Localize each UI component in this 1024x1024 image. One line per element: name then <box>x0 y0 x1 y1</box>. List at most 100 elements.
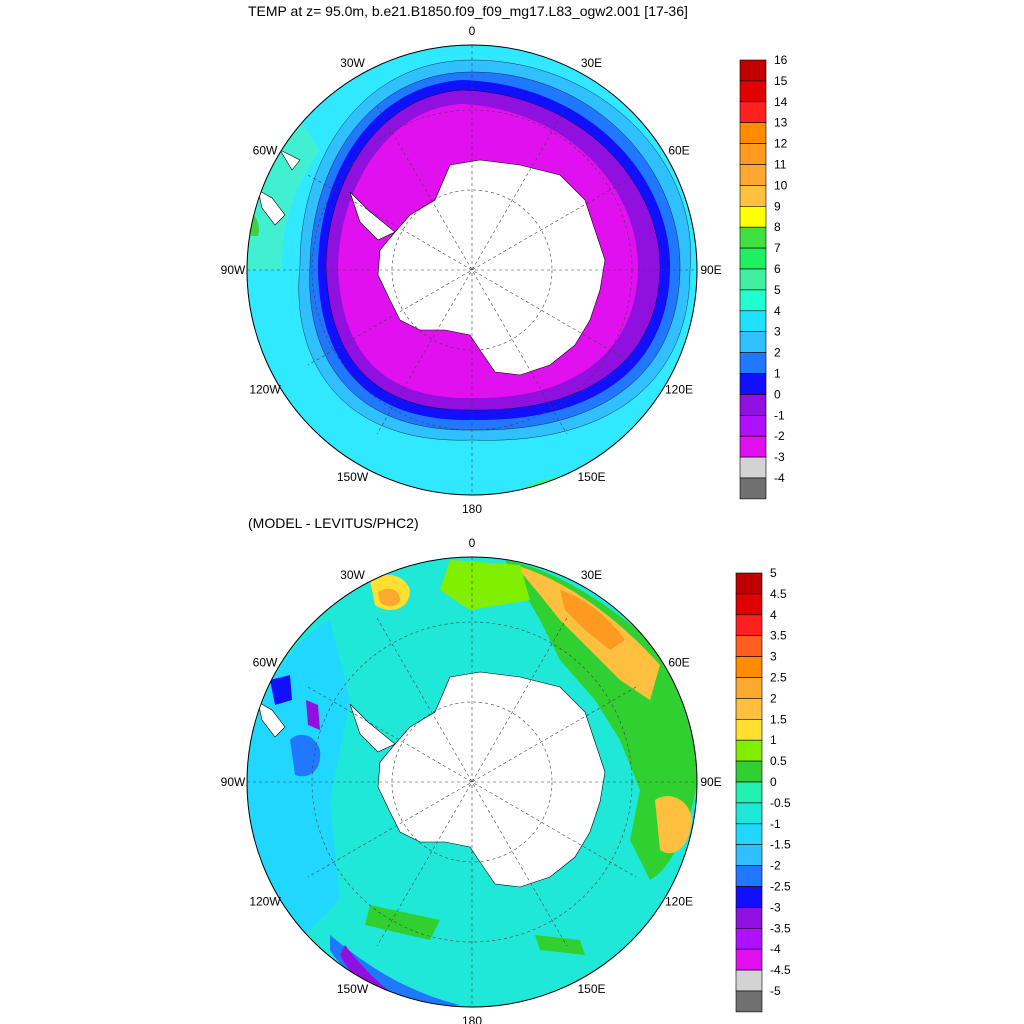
bottom-colorbar-swatch <box>735 823 763 845</box>
top-colorbar-label: -1 <box>774 408 785 422</box>
top-colorbar-label: 0 <box>774 387 781 401</box>
bottom-colorbar-label: 2.5 <box>770 671 787 685</box>
top-colorbar-swatch <box>739 247 767 270</box>
top-lon-label: 150W <box>337 470 369 484</box>
top-colorbar-swatch <box>739 59 767 82</box>
top-colorbar-swatch <box>739 143 767 165</box>
top-panel-title: TEMP at z= 95.0m, b.e21.B1850.f09_f09_mg… <box>248 3 688 19</box>
top-colorbar-swatch <box>739 373 767 395</box>
top-colorbar-label: 14 <box>774 95 788 109</box>
top-colorbar-label: -4 <box>774 471 785 485</box>
bottom-colorbar-swatch <box>735 739 763 762</box>
bottom-lon-label: 120W <box>249 895 281 909</box>
top-colorbar-swatch <box>739 477 767 500</box>
top-colorbar-label: 1 <box>774 367 781 381</box>
bottom-colorbar-label: 0.5 <box>770 754 787 768</box>
top-lon-label: 60E <box>668 144 689 158</box>
top-lon-label: 90W <box>221 263 246 277</box>
bottom-colorbar-label: 1.5 <box>770 712 787 726</box>
bottom-colorbar-swatch <box>735 572 763 595</box>
top-colorbar-swatch <box>739 226 767 249</box>
top-colorbar-swatch <box>739 206 767 228</box>
bottom-colorbar-swatch <box>735 844 763 866</box>
top-colorbar-label: 10 <box>774 178 788 192</box>
bottom-colorbar-swatch <box>735 635 763 657</box>
top-colorbar-swatch <box>739 456 767 479</box>
top-colorbar-label: 9 <box>774 199 781 213</box>
top-colorbar-label: 5 <box>774 283 781 297</box>
bottom-lon-label: 60E <box>668 656 689 670</box>
top-longitude-labels: 0 30E 60E 90E 120E 150E 180 150W 120W 90W 60W 30W <box>221 24 722 516</box>
bottom-colorbar-swatch <box>735 593 763 616</box>
bottom-colorbar-swatch <box>735 990 763 1013</box>
bottom-colorbar-label: -1 <box>770 817 781 831</box>
bottom-colorbar-label: -2.5 <box>770 880 791 894</box>
top-colorbar-label: 4 <box>774 304 781 318</box>
top-colorbar-label: 15 <box>774 74 788 88</box>
top-colorbar-label: 8 <box>774 220 781 234</box>
bottom-lon-label: 120E <box>665 895 693 909</box>
bottom-colorbar-label: -4.5 <box>770 963 791 977</box>
bottom-colorbar-label: -5 <box>770 984 781 998</box>
bottom-colorbar-swatch <box>735 969 763 992</box>
bottom-colorbar-label: 2 <box>770 691 777 705</box>
top-map-border <box>246 44 698 496</box>
bottom-lon-label: 0 <box>469 536 476 550</box>
top-lon-label: 120W <box>249 383 281 397</box>
top-colorbar-label: 13 <box>774 116 788 130</box>
bottom-colorbar-swatch <box>735 907 763 929</box>
top-lon-label: 150E <box>577 470 605 484</box>
bottom-colorbar-label: -4 <box>770 942 781 956</box>
bottom-colorbar-label: -3.5 <box>770 921 791 935</box>
top-colorbar-label: 3 <box>774 325 781 339</box>
top-colorbar-swatch <box>739 435 767 458</box>
bottom-colorbar-swatch <box>735 718 763 741</box>
top-lon-label: 180 <box>462 502 482 516</box>
top-colorbar-swatch <box>739 268 767 291</box>
top-colorbar-label: -3 <box>774 450 785 464</box>
bottom-colorbar-swatch <box>735 865 763 887</box>
bottom-longitude-labels: 0 30E 60E 90E 120E 150E 180 150W 120W 90W 60W 30W <box>221 536 722 1024</box>
bottom-colorbar-swatch <box>735 948 763 971</box>
bottom-colorbar-label: 0 <box>770 775 777 789</box>
top-colorbar-label: 7 <box>774 241 781 255</box>
top-temperature-map <box>247 45 697 495</box>
top-colorbar-label: -2 <box>774 429 785 443</box>
bottom-lon-label: 30W <box>340 568 365 582</box>
bottom-difference-map <box>247 557 697 1007</box>
top-colorbar-swatch <box>739 289 767 312</box>
bottom-colorbar-swatch <box>735 656 763 678</box>
top-colorbar-label: 6 <box>774 262 781 276</box>
bottom-lon-label: 150W <box>337 982 369 996</box>
bottom-colorbar-swatch <box>735 781 763 804</box>
bottom-lon-label: 30E <box>581 568 602 582</box>
bottom-colorbar-label: -0.5 <box>770 796 791 810</box>
bottom-colorbar-label: 4.5 <box>770 587 787 601</box>
bottom-panel-title: (MODEL - LEVITUS/PHC2) <box>248 515 419 531</box>
bottom-map-border <box>246 556 698 1008</box>
bottom-lon-label: 180 <box>462 1014 482 1024</box>
bottom-colorbar-swatch <box>735 614 763 636</box>
top-colorbar-swatch <box>739 394 767 416</box>
bottom-colorbar-label: 5 <box>770 566 777 580</box>
top-colorbar-swatch <box>739 185 767 207</box>
top-lon-label: 90E <box>700 263 721 277</box>
bottom-colorbar-swatch <box>735 677 763 699</box>
bottom-colorbar-swatch <box>735 802 763 825</box>
bottom-colorbar-label: 4 <box>770 608 777 622</box>
bottom-colorbar-swatch <box>735 760 763 783</box>
top-colorbar-label: 12 <box>774 137 788 151</box>
top-colorbar-swatch <box>739 310 767 332</box>
bottom-colorbar-swatch <box>735 886 763 908</box>
top-colorbar-label: 11 <box>774 158 787 172</box>
top-lon-label: 30W <box>340 56 365 70</box>
bottom-lon-label: 90E <box>700 775 721 789</box>
bottom-colorbar-label: 3 <box>770 650 777 664</box>
bottom-colorbar-label: -3 <box>770 900 781 914</box>
top-colorbar-label: 16 <box>774 53 788 67</box>
bottom-lon-label: 150E <box>577 982 605 996</box>
top-colorbar-swatch <box>739 331 767 353</box>
top-lon-label: 60W <box>253 144 278 158</box>
